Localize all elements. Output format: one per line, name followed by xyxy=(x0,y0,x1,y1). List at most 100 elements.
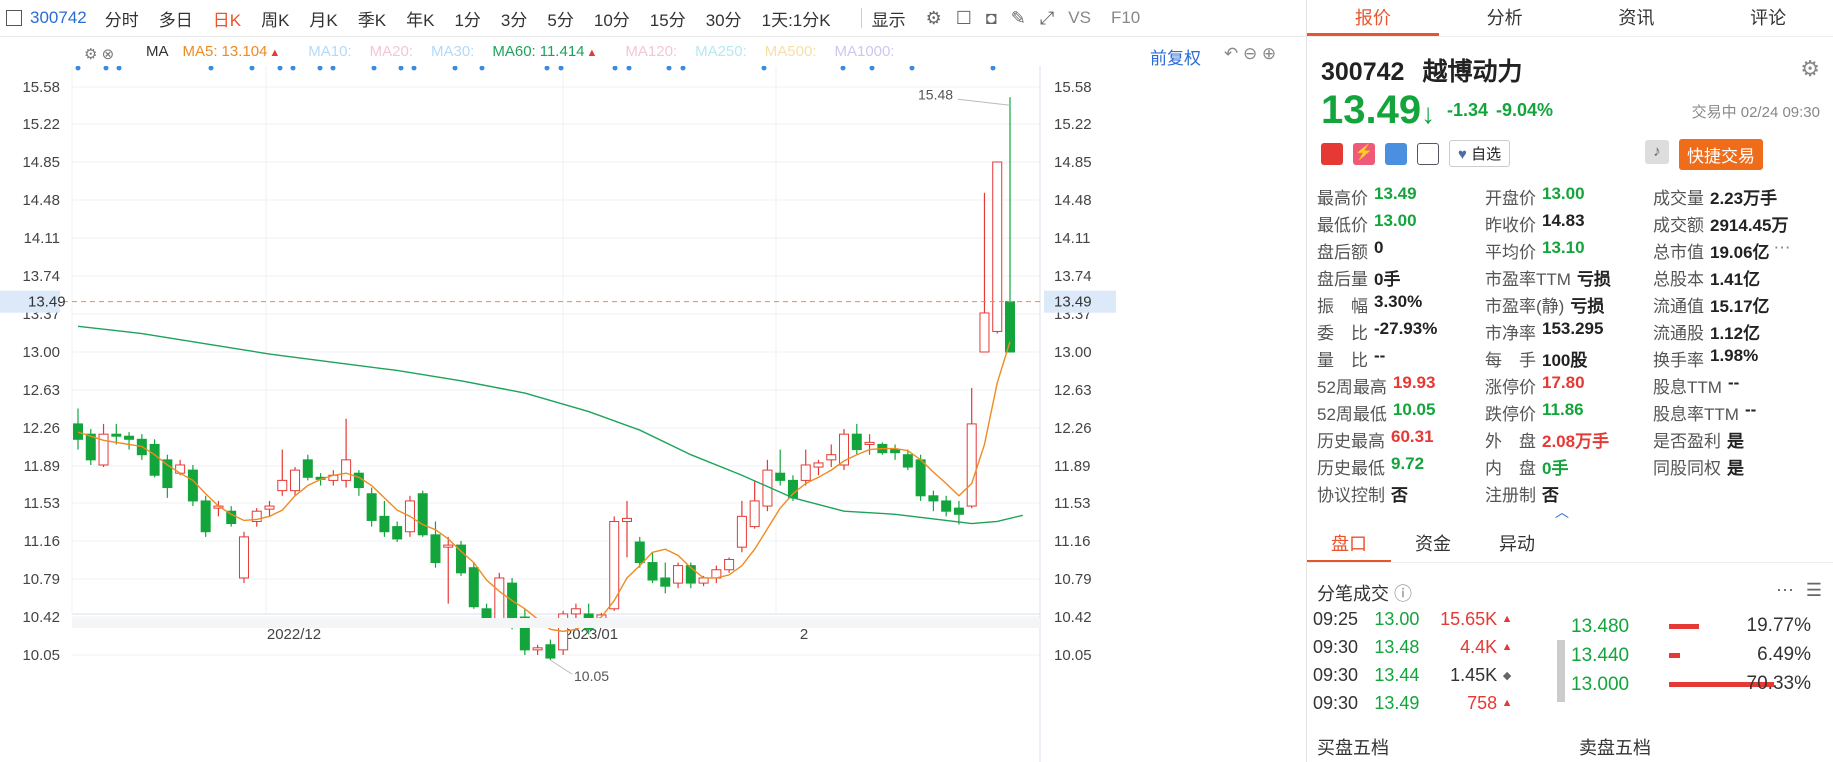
event-marker[interactable] xyxy=(558,66,564,71)
fullscreen-icon[interactable]: ⤢ xyxy=(1039,7,1055,28)
field-value: 13.49 xyxy=(1374,184,1417,203)
more-circle-icon[interactable]: ⋯ xyxy=(1773,238,1791,257)
candle xyxy=(302,459,313,478)
event-marker[interactable] xyxy=(479,66,485,71)
event-marker[interactable] xyxy=(103,66,109,71)
vs-button[interactable]: VS xyxy=(1068,8,1091,27)
event-marker[interactable] xyxy=(666,66,672,71)
period-select[interactable]: 1天:1分K xyxy=(761,10,831,30)
gear-icon[interactable]: ⚙ xyxy=(1800,56,1820,81)
ma-item-5[interactable]: MA120: xyxy=(625,43,681,60)
watchlist-button[interactable]: ♥ 自选 xyxy=(1449,140,1511,167)
y-tick-right: 11.16 xyxy=(1054,533,1090,550)
stock-code[interactable]: 300742 xyxy=(30,8,87,27)
ma-item-1[interactable]: MA10: xyxy=(308,43,355,60)
tab-period-11[interactable]: 15分 xyxy=(649,10,686,30)
sidebar-toggle-icon[interactable] xyxy=(6,10,22,26)
y-tick-right: 12.26 xyxy=(1054,420,1092,437)
event-marker[interactable] xyxy=(909,66,915,71)
ma-item-2[interactable]: MA20: xyxy=(370,43,417,60)
event-marker[interactable] xyxy=(626,66,632,71)
tab-period-4[interactable]: 月K xyxy=(309,10,338,30)
display-menu[interactable]: 显示 xyxy=(871,10,906,30)
quote-tab-0[interactable]: 报价 xyxy=(1307,0,1439,36)
more-icon[interactable]: ⋯ xyxy=(1776,580,1794,600)
menu-icon[interactable]: ☰ xyxy=(1805,580,1822,600)
chart-scrollbar[interactable] xyxy=(72,618,1040,628)
event-marker[interactable] xyxy=(371,66,377,71)
tab-period-12[interactable]: 30分 xyxy=(705,10,742,30)
event-marker[interactable] xyxy=(249,66,255,71)
ma-item-6[interactable]: MA250: xyxy=(695,43,751,60)
bell-icon[interactable]: ♪ xyxy=(1645,140,1669,164)
event-marker[interactable] xyxy=(544,66,550,71)
panel-tab-0[interactable]: 盘口 xyxy=(1307,526,1391,562)
camera-icon[interactable]: ◘ xyxy=(985,7,997,28)
quote-tab-3[interactable]: 评论 xyxy=(1750,8,1787,28)
event-marker[interactable] xyxy=(208,66,214,71)
tab-period-0[interactable]: 分时 xyxy=(104,10,139,30)
ma-name: MA30: xyxy=(431,42,475,60)
collapse-icon[interactable]: ︿ xyxy=(1555,504,1569,520)
field-value: 13.00 xyxy=(1542,184,1585,203)
event-marker[interactable] xyxy=(277,66,283,71)
event-marker[interactable] xyxy=(869,66,875,71)
event-marker[interactable] xyxy=(840,66,846,71)
ma-item-4[interactable]: MA60: 11.414 ▲ xyxy=(492,43,611,60)
tab-period-9[interactable]: 5分 xyxy=(547,10,574,30)
event-marker[interactable] xyxy=(116,66,122,71)
ma-item-0[interactable]: MA5: 13.104 ▲ xyxy=(183,43,295,60)
tab-period-7[interactable]: 1分 xyxy=(454,10,481,30)
tag-icon[interactable] xyxy=(1385,142,1407,165)
f10-button[interactable]: F10 xyxy=(1110,8,1141,27)
event-marker[interactable] xyxy=(612,66,618,71)
ma-item-7[interactable]: MA500: xyxy=(765,43,821,60)
event-marker[interactable] xyxy=(990,66,996,71)
flag-icon[interactable] xyxy=(1321,142,1343,165)
quote-tab-2[interactable]: 资讯 xyxy=(1618,8,1655,28)
level-row: 13.000 70.33% xyxy=(1571,670,1831,699)
candle xyxy=(277,479,288,492)
event-marker[interactable] xyxy=(75,66,81,71)
event-marker[interactable] xyxy=(330,66,336,71)
candle xyxy=(392,526,403,540)
quote-tab-1[interactable]: 分析 xyxy=(1486,8,1523,28)
settings-icon[interactable]: ⚙ xyxy=(925,7,942,28)
event-marker[interactable] xyxy=(452,66,458,71)
lightning-icon[interactable]: ⚡ xyxy=(1353,142,1375,165)
adjust-button[interactable]: 前复权 xyxy=(1150,49,1201,68)
tab-period-10[interactable]: 10分 xyxy=(593,10,630,30)
zoom-controls[interactable]: ↶ ⊖ ⊕ xyxy=(1224,44,1277,63)
fast-trade-button[interactable]: 快捷交易 xyxy=(1679,139,1763,170)
ma-settings-icon[interactable]: ⚙ ⊗ xyxy=(84,46,115,63)
field-key: 量 比 xyxy=(1317,351,1368,370)
book-icon[interactable] xyxy=(1417,142,1439,165)
ma-label[interactable]: MA xyxy=(146,42,169,60)
panel-tab-2[interactable]: 异动 xyxy=(1499,534,1535,554)
ma-item-3[interactable]: MA30: xyxy=(431,43,478,60)
event-marker[interactable] xyxy=(761,66,767,71)
trade-price: 13.48 xyxy=(1374,636,1420,657)
event-marker[interactable] xyxy=(411,66,417,71)
field-value: -- xyxy=(1744,400,1757,419)
event-marker[interactable] xyxy=(398,66,404,71)
tab-period-5[interactable]: 季K xyxy=(357,10,387,30)
tab-period-6[interactable]: 年K xyxy=(406,10,435,30)
tab-period-8[interactable]: 3分 xyxy=(500,10,528,30)
tab-period-3[interactable]: 周K xyxy=(261,10,290,30)
event-marker[interactable] xyxy=(317,66,323,71)
event-marker[interactable] xyxy=(680,66,686,71)
kline-chart[interactable]: 15.58 15.58 15.22 15.22 14.85 14.85 14.48 14.48… xyxy=(0,66,1306,762)
event-marker[interactable] xyxy=(290,66,296,71)
pen-icon[interactable]: ✎ xyxy=(1010,7,1026,28)
tab-period-1[interactable]: 多日 xyxy=(158,10,193,30)
ma-item-8[interactable]: MA1000: xyxy=(835,43,899,60)
trade-volume: 758 xyxy=(1467,692,1498,713)
panel-tab-1[interactable]: 资金 xyxy=(1415,534,1451,554)
field-key: 股息TTM xyxy=(1653,378,1722,397)
field-key: 振 幅 xyxy=(1317,297,1368,316)
field: 跌停价 11.86 xyxy=(1485,400,1653,427)
square-icon[interactable]: ☐ xyxy=(955,7,972,28)
tab-period-2[interactable]: 日K xyxy=(212,10,242,30)
scrollbar[interactable] xyxy=(1557,640,1565,702)
